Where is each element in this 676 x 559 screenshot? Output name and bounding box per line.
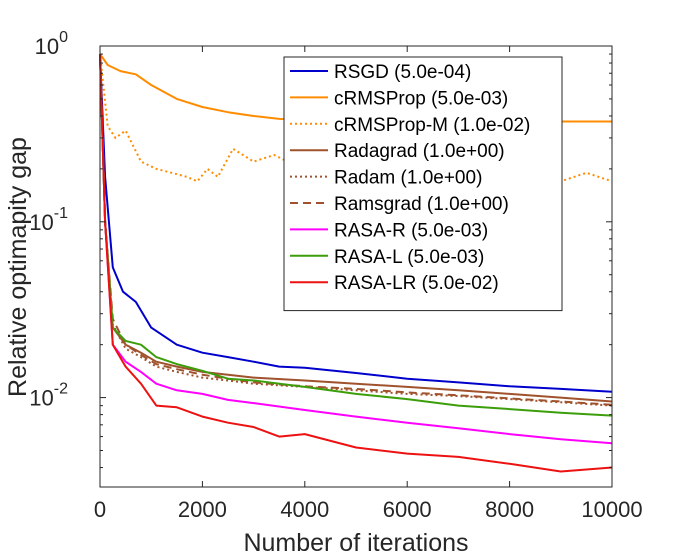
series-line-0 xyxy=(99,53,613,393)
x-tick-label: 0 xyxy=(94,497,106,522)
legend-label: RASA-L (5.0e-03) xyxy=(334,247,484,268)
x-tick-label: 2000 xyxy=(178,497,227,522)
legend-label: Radagrad (1.0e+00) xyxy=(334,141,505,162)
series-line-8 xyxy=(99,53,613,473)
plot-frame xyxy=(99,45,613,488)
x-tick-label: 8000 xyxy=(485,497,534,522)
x-tick-label: 6000 xyxy=(383,497,432,522)
series-line-6 xyxy=(99,53,613,445)
legend-label: RSGD (5.0e-04) xyxy=(334,62,471,83)
legend-label: cRMSProp (5.0e-03) xyxy=(334,88,508,109)
x-tick-label: 4000 xyxy=(280,497,329,522)
legend: RSGD (5.0e-04) cRMSProp (5.0e-03) cRMSProp… xyxy=(283,56,563,312)
legend-label: cRMSProp-M (1.0e-02) xyxy=(334,115,530,136)
legend-label: Ramsgrad (1.0e+00) xyxy=(334,194,509,215)
series-line-7 xyxy=(99,53,613,417)
legend-label: Radam (1.0e+00) xyxy=(334,168,482,189)
y-axis-title: Relative optimapity gap xyxy=(4,137,32,397)
x-tick-label: 10000 xyxy=(581,497,642,522)
legend-label: RASA-LR (5.0e-02) xyxy=(334,273,499,294)
legend-box xyxy=(283,56,563,312)
legend-label: RASA-R (5.0e-03) xyxy=(334,220,488,241)
x-axis-title: Number of iterations xyxy=(243,529,468,557)
series-line-3 xyxy=(99,53,613,403)
